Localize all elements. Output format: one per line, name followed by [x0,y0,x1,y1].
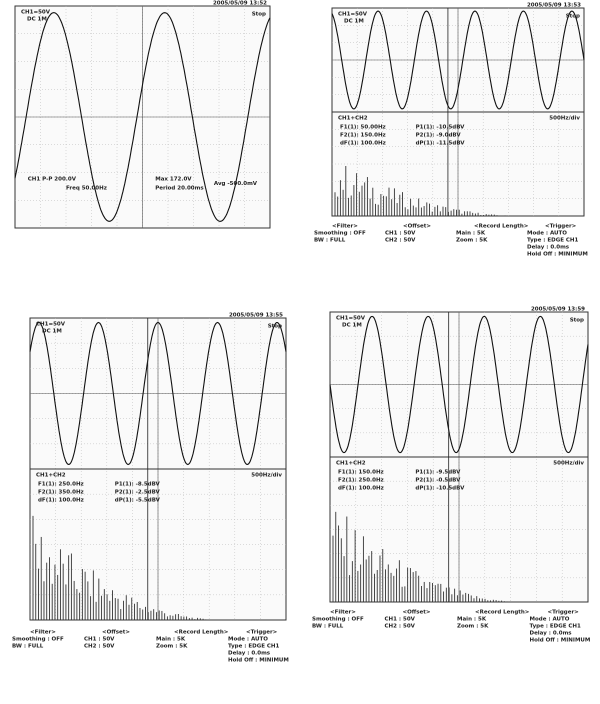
cursor-readout: dF(1): 100.0Hz [338,486,384,492]
channel-label: CH1=50V [336,316,366,322]
menu-setting: CH2 : 50V [385,624,416,630]
menu-setting: BW : FULL [314,238,346,244]
cursor-readout: P2(1): -2.5dBV [115,490,161,496]
measurement-readout: Period 20.00ms [155,186,204,192]
channel-label: CH1=50V [21,10,51,16]
measurement-readout: Avg -500.0mV [214,181,258,187]
status-label: Stop [566,14,580,20]
waveform [331,10,585,110]
waveform [29,321,287,466]
cursor-readout: P2(1): -0.5dBV [415,478,461,484]
menu-setting: Type : EDGE CH1 [228,644,280,650]
menu-setting: Delay : 0.0ms [530,631,573,637]
menu-header: <Trigger> [545,224,577,230]
timestamp: 2005/05/09 13:55 [229,313,283,319]
cursor-readout: dP(1): -5.5dBV [115,498,161,504]
status-label: Stop [268,324,282,330]
fft-scale: 500Hz/div [553,461,584,467]
menu-setting: Type : EDGE CH1 [527,238,579,244]
menu-setting: CH2 : 50V [84,644,115,650]
cursor-readout: dP(1): -11.5dBV [416,141,466,147]
cursor-readout: dF(1): 100.0Hz [340,141,386,147]
menu-setting: CH1 : 50V [84,637,115,643]
menu-setting: BW : FULL [12,644,44,650]
measurement-readout: Max 172.0V [155,177,192,183]
status-label: Stop [570,318,584,324]
menu-setting: Zoom : 5K [456,238,488,244]
waveform [329,315,589,454]
status-label: Stop [252,12,266,18]
menu-header: <Trigger> [548,610,580,616]
cursor-readout: F1(1): 250.0Hz [38,482,84,488]
measurement-readout: CH1 P-P 200.0V [28,177,77,183]
cursor-readout: P2(1): -9.0dBV [416,133,462,139]
channel-label: CH1=50V [36,322,66,328]
menu-setting: Smoothing : OFF [12,637,64,643]
menu-setting: CH1 : 50V [385,231,416,237]
cursor-readout: F1(1): 50.00Hz [340,125,386,131]
cursor-readout: dF(1): 100.0Hz [38,498,84,504]
menu-setting: Delay : 0.0ms [228,651,271,657]
menu-header: <Filter> [332,224,358,230]
menu-setting: BW : FULL [312,624,344,630]
coupling-label: DC 1M [344,19,364,25]
menu-setting: Type : EDGE CH1 [530,624,582,630]
menu-setting: Main : 5K [456,231,486,237]
coupling-label: DC 1M [342,323,362,329]
cursor-readout: F2(1): 150.0Hz [340,133,386,139]
menu-setting: Main : 5K [156,637,186,643]
menu-setting: Zoom : 5K [457,624,489,630]
menu-header: <Offset> [102,630,130,636]
cursor-readout: P1(1): -10.5dBV [416,125,466,131]
cursor-readout: F2(1): 350.0Hz [38,490,84,496]
menu-setting: Smoothing : OFF [312,617,364,623]
fft-scale: 500Hz/div [549,116,580,122]
menu-setting: Hold Off : MINIMUM [228,658,289,664]
menu-setting: Mode : AUTO [527,231,567,237]
menu-setting: Smoothing : OFF [314,231,366,237]
timestamp: 2005/05/09 13:59 [531,307,585,313]
menu-header: <Filter> [330,610,356,616]
math-label: CH1+CH2 [338,116,368,122]
cursor-readout: P1(1): -8.5dBV [115,482,161,488]
cursor-readout: F1(1): 150.0Hz [338,470,384,476]
menu-setting: Hold Off : MINIMUM [530,638,591,644]
channel-label: CH1=50V [338,12,368,18]
menu-setting: CH1 : 50V [385,617,416,623]
menu-setting: Zoom : 5K [156,644,188,650]
waveform [14,12,271,222]
menu-header: <Filter> [30,630,56,636]
menu-header: <Trigger> [246,630,278,636]
menu-header: <Offset> [403,610,431,616]
menu-header: <Record Length> [174,630,229,636]
menu-setting: Mode : AUTO [530,617,570,623]
menu-setting: Main : 5K [457,617,487,623]
coupling-label: DC 1M [27,17,47,23]
math-label: CH1+CH2 [336,461,366,467]
menu-setting: Mode : AUTO [228,637,268,643]
menu-header: <Offset> [403,224,431,230]
timestamp: 2005/05/09 13:52 [213,1,267,7]
menu-header: <Record Length> [475,610,530,616]
cursor-readout: F2(1): 250.0Hz [338,478,384,484]
coupling-label: DC 1M [42,329,62,335]
cursor-readout: dP(1): -10.5dBV [415,486,465,492]
menu-setting: Delay : 0.0ms [527,245,570,251]
cursor-readout: P1(1): -9.5dBV [415,470,461,476]
measurement-readout: Freq 50.00Hz [66,186,107,192]
menu-setting: CH2 : 50V [385,238,416,244]
timestamp: 2005/05/09 13:53 [527,3,581,9]
math-label: CH1+CH2 [36,473,66,479]
menu-header: <Record Length> [474,224,529,230]
menu-setting: Hold Off : MINIMUM [527,252,588,258]
fft-scale: 500Hz/div [251,473,282,479]
